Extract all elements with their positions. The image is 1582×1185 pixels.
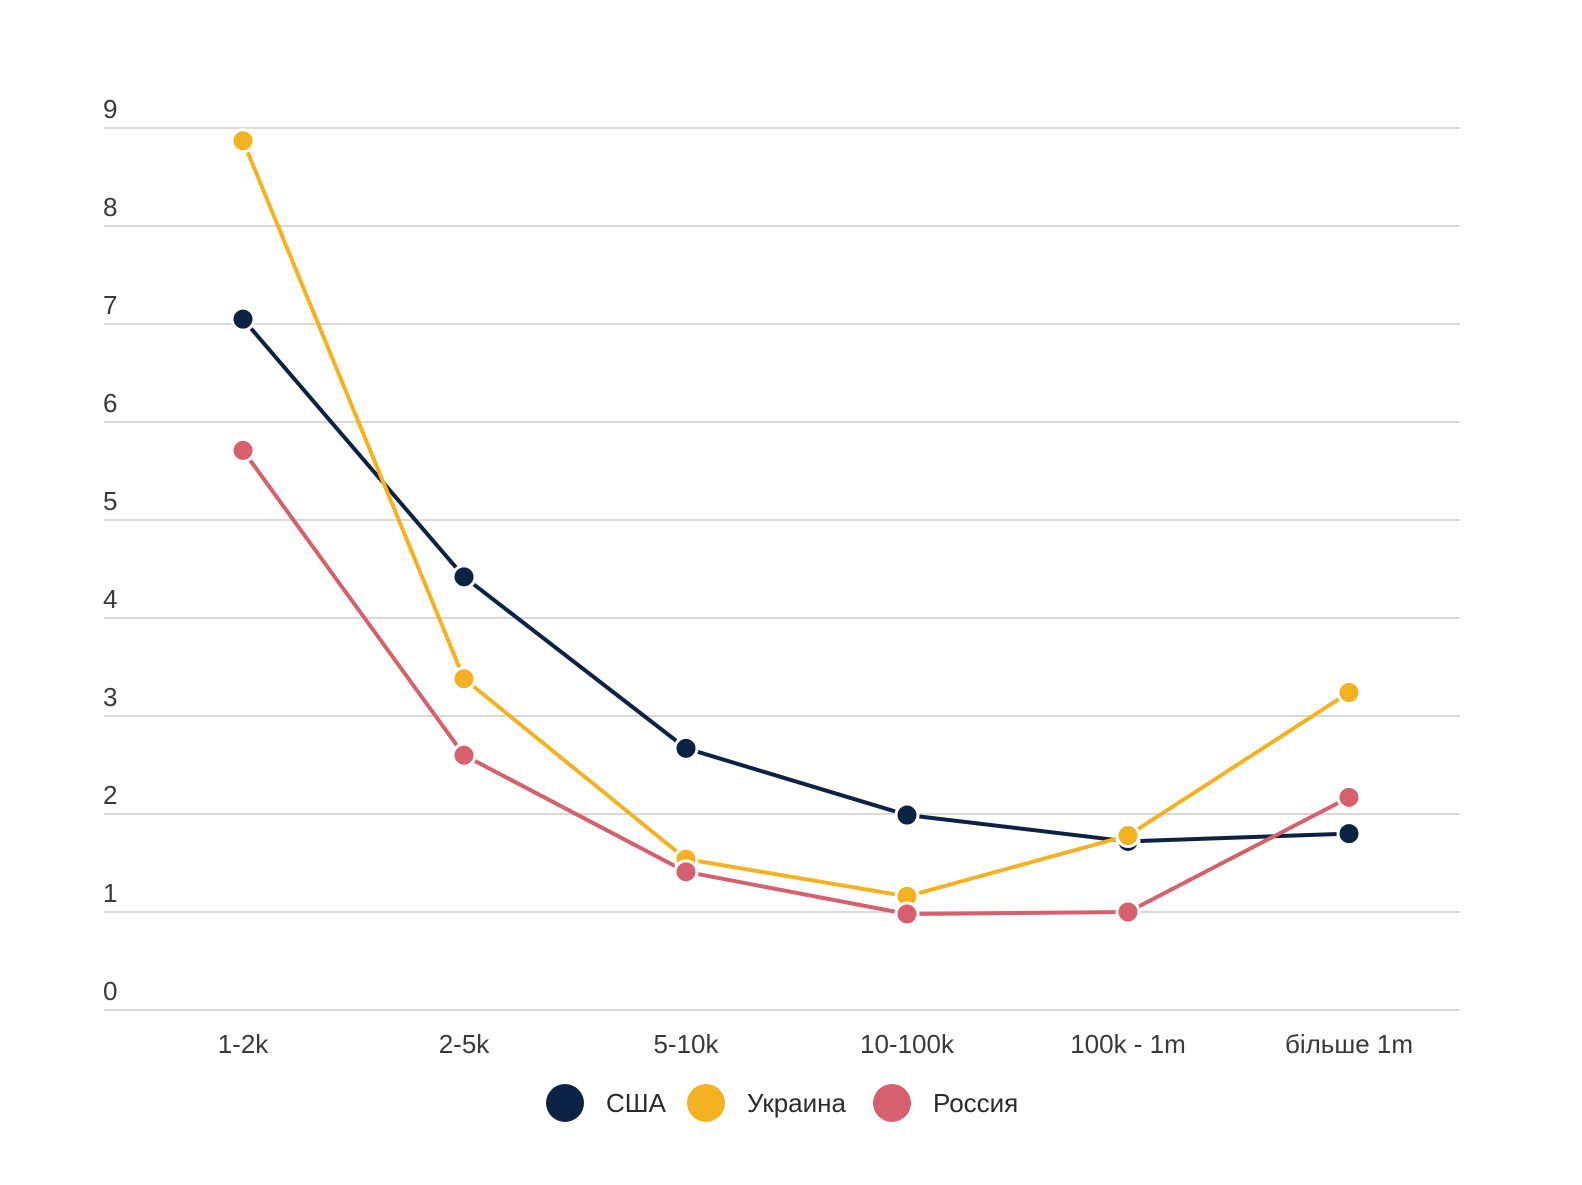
x-tick-label: 5-10k <box>653 1029 719 1059</box>
data-point <box>673 735 699 761</box>
y-tick-label: 8 <box>103 192 117 222</box>
data-point <box>673 859 699 885</box>
legend-label: США <box>606 1088 667 1118</box>
y-axis-ticks: 0 1 2 3 4 5 6 7 8 9 <box>103 94 117 1006</box>
y-tick-label: 5 <box>103 486 117 516</box>
series-line-2 <box>241 448 1351 916</box>
data-point <box>894 901 920 927</box>
series-lines <box>241 138 1351 916</box>
series-points <box>230 128 1362 927</box>
legend-marker <box>873 1084 911 1122</box>
data-point <box>451 742 477 768</box>
data-point <box>230 128 256 154</box>
legend-item: США <box>546 1084 667 1122</box>
data-point <box>1115 823 1141 849</box>
y-tick-label: 2 <box>103 780 117 810</box>
legend-item: Россия <box>873 1084 1018 1122</box>
data-point <box>230 306 256 332</box>
series-line-0 <box>241 317 1351 844</box>
x-tick-label: більше 1m <box>1285 1029 1413 1059</box>
data-point <box>230 437 256 463</box>
legend-marker <box>687 1084 725 1122</box>
grid-layer <box>104 127 1460 1011</box>
series-layer <box>230 128 1362 927</box>
legend-item: Украина <box>687 1084 847 1122</box>
y-tick-label: 7 <box>103 290 117 320</box>
y-tick-label: 0 <box>103 976 117 1006</box>
legend: США Украина Россия <box>546 1084 1018 1122</box>
data-point <box>451 564 477 590</box>
data-point <box>451 666 477 692</box>
y-tick-label: 9 <box>103 94 117 124</box>
data-point <box>1115 899 1141 925</box>
data-point <box>1336 679 1362 705</box>
legend-marker <box>546 1084 584 1122</box>
legend-label: Украина <box>747 1088 847 1118</box>
y-tick-label: 3 <box>103 682 117 712</box>
x-tick-label: 1-2k <box>218 1029 270 1059</box>
y-tick-label: 4 <box>103 584 117 614</box>
x-tick-label: 10-100k <box>860 1029 955 1059</box>
y-tick-label: 6 <box>103 388 117 418</box>
x-axis-ticks: 1-2k 2-5k 5-10k 10-100k 100k - 1m більше 1m <box>218 1029 1413 1059</box>
data-point <box>1336 784 1362 810</box>
legend-label: Россия <box>933 1088 1018 1118</box>
x-tick-label: 100k - 1m <box>1070 1029 1186 1059</box>
series-line-1 <box>241 138 1351 899</box>
data-point <box>1336 821 1362 847</box>
data-point <box>894 802 920 828</box>
x-tick-label: 2-5k <box>439 1029 491 1059</box>
y-tick-label: 1 <box>103 878 117 908</box>
